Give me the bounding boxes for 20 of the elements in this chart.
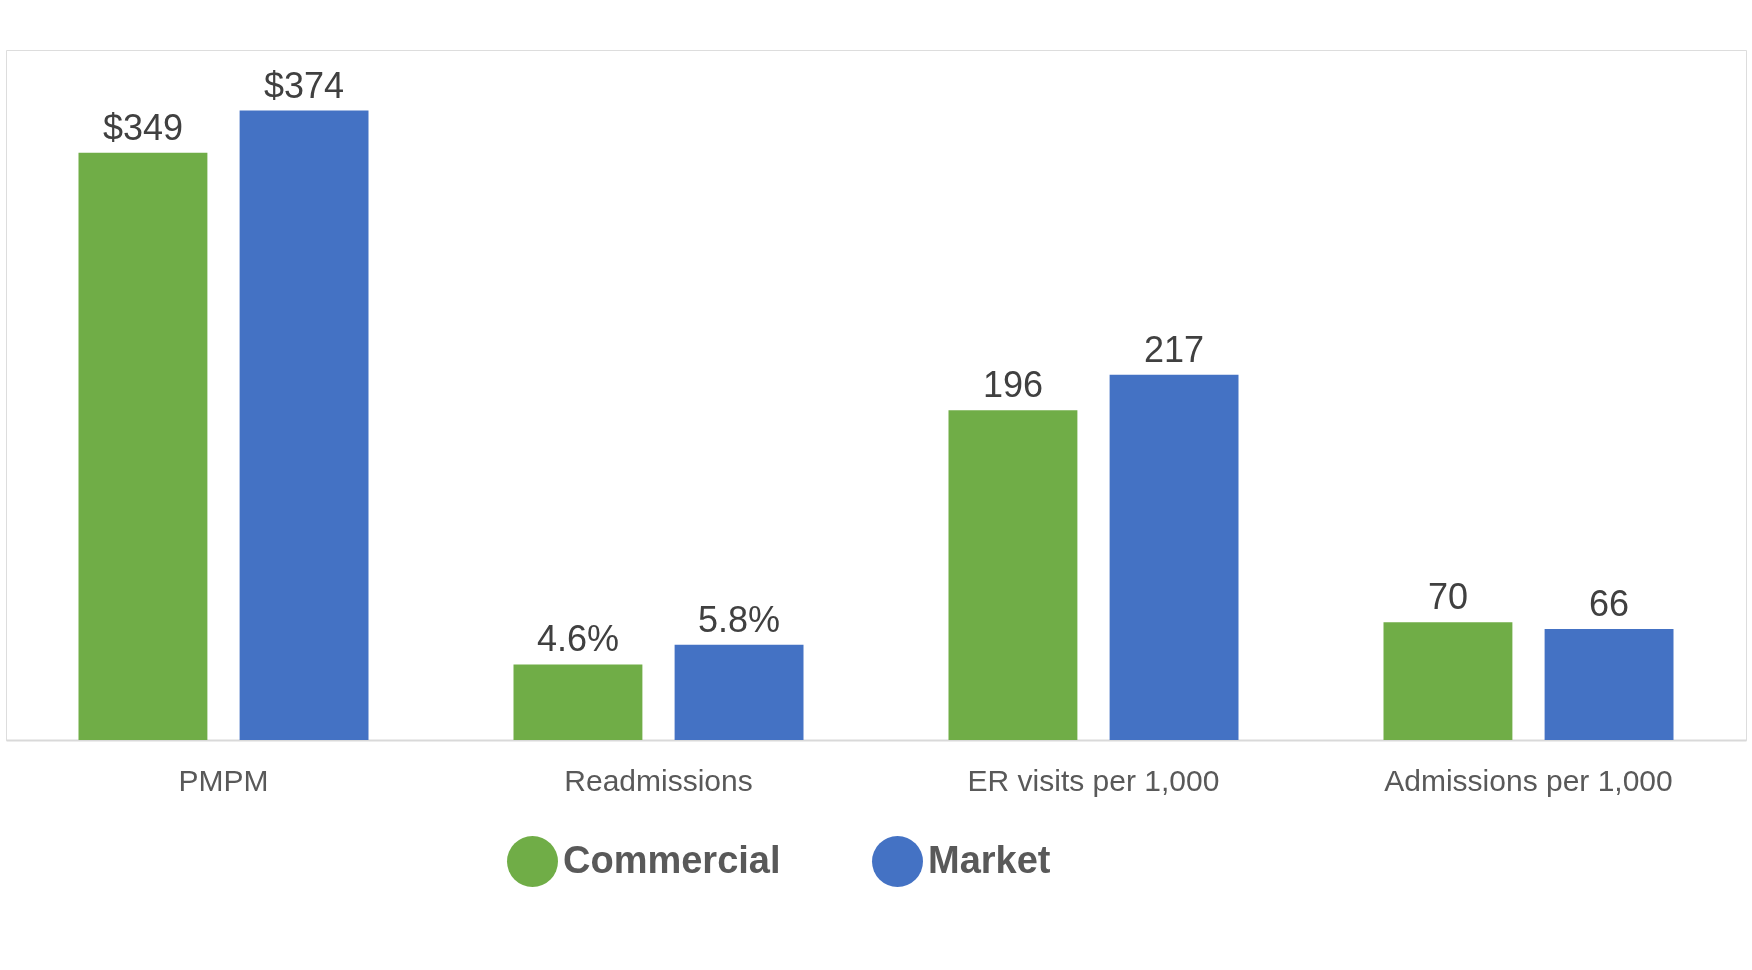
- x-tick-label: PMPM: [178, 763, 269, 797]
- x-tick-label: ER visits per 1,000: [967, 763, 1220, 797]
- data-label: 5.8%: [698, 598, 781, 640]
- legend-label: Market: [928, 838, 1051, 881]
- x-tick-label: Readmissions: [564, 763, 753, 797]
- data-label: 217: [1144, 328, 1205, 370]
- data-label: 196: [982, 364, 1043, 406]
- bar: [1544, 628, 1674, 740]
- data-label: 4.6%: [536, 618, 619, 660]
- bar: [948, 410, 1078, 740]
- data-label: 70: [1427, 576, 1468, 618]
- x-tick-label: Admissions per 1,000: [1384, 763, 1673, 797]
- bar: [1383, 622, 1513, 740]
- data-label: 66: [1589, 582, 1630, 624]
- bar: [78, 152, 208, 740]
- data-label: $374: [264, 64, 345, 106]
- legend-label: Commercial: [563, 838, 781, 881]
- bar: [1109, 374, 1239, 740]
- bar: [239, 110, 369, 740]
- data-label: $349: [102, 106, 183, 148]
